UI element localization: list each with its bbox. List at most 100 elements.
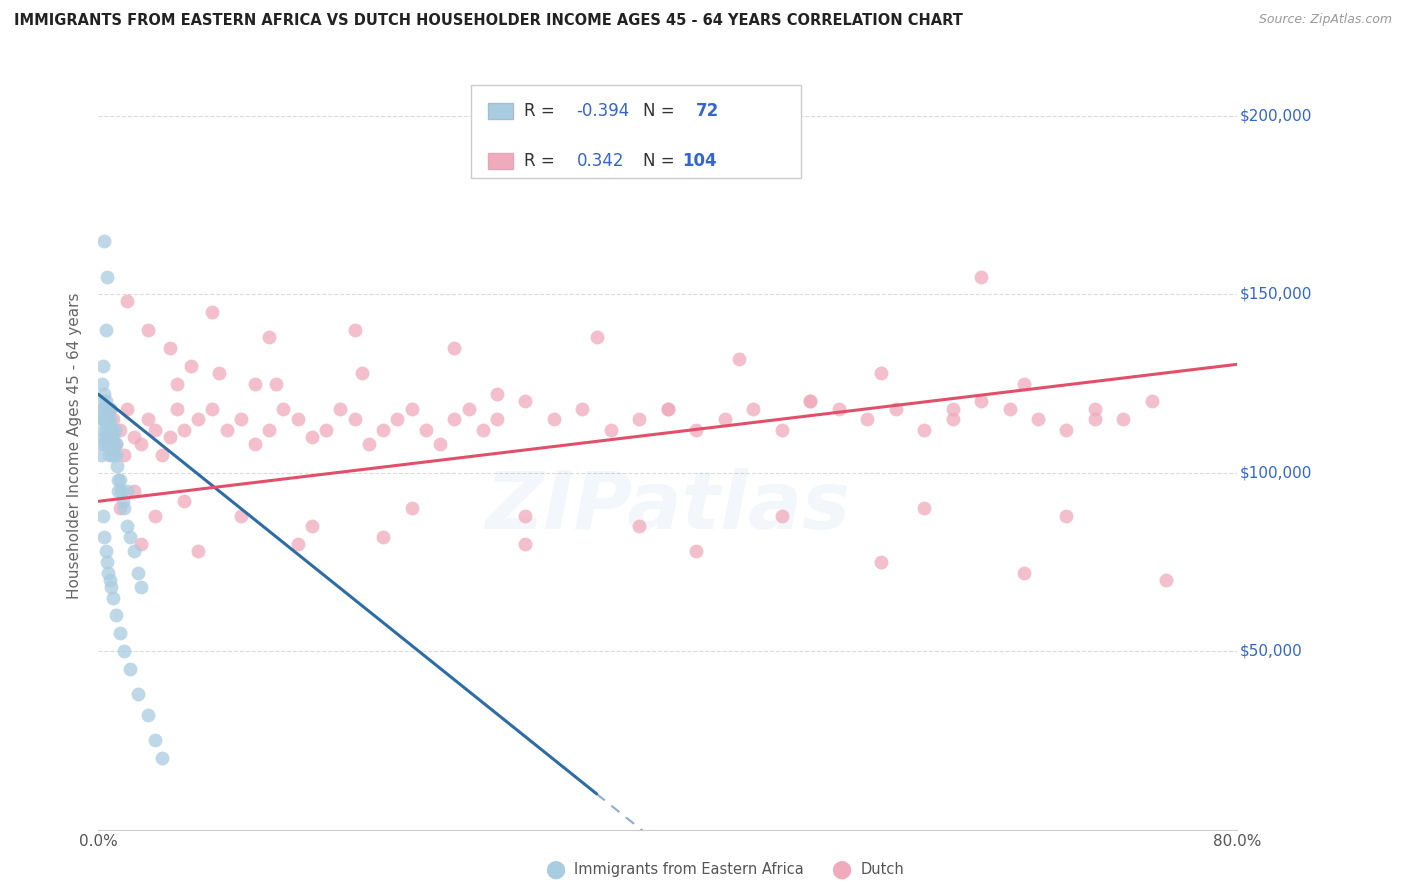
Point [107, 473, 129, 487]
Point [942, 412, 965, 426]
Text: IMMIGRANTS FROM EASTERN AFRICA VS DUTCH HOUSEHOLDER INCOME AGES 45 - 64 YEARS CO: IMMIGRANTS FROM EASTERN AFRICA VS DUTCH … [14, 13, 963, 29]
Text: Dutch: Dutch [860, 863, 904, 877]
Point [912, 423, 935, 437]
Point [97, 423, 120, 437]
Point [97, 423, 120, 437]
Point [90, 448, 112, 462]
Text: N =: N = [643, 102, 673, 120]
Point [94, 412, 117, 426]
Point [998, 401, 1021, 416]
Point [799, 394, 821, 409]
Point [1084, 401, 1107, 416]
Point [94, 437, 117, 451]
Point [571, 401, 593, 416]
Point [173, 423, 195, 437]
Point [101, 437, 124, 451]
Point [152, 751, 174, 765]
Point [91, 423, 114, 437]
Point [100, 430, 122, 444]
Point [515, 508, 537, 523]
Point [129, 437, 152, 451]
Point [94, 323, 117, 337]
Point [101, 591, 124, 605]
Point [1112, 412, 1135, 426]
Point [112, 448, 135, 462]
Point [112, 644, 135, 658]
Text: Immigrants from Eastern Africa: Immigrants from Eastern Africa [574, 863, 803, 877]
Point [93, 359, 115, 373]
Point [91, 437, 114, 451]
Point [259, 330, 281, 344]
Point [110, 483, 132, 498]
Point [401, 401, 423, 416]
Text: ZIPatlas: ZIPatlas [485, 468, 851, 547]
Point [1012, 566, 1035, 580]
Point [111, 494, 134, 508]
Point [585, 330, 607, 344]
Point [343, 412, 366, 426]
Point [371, 423, 394, 437]
Y-axis label: Householder Income Ages 45 - 64 years: Householder Income Ages 45 - 64 years [67, 293, 83, 599]
Point [104, 608, 127, 623]
Point [187, 544, 209, 558]
Point [91, 508, 114, 523]
Point [187, 412, 209, 426]
Point [96, 401, 118, 416]
Point [387, 412, 409, 426]
Point [96, 412, 118, 426]
Point [856, 412, 879, 426]
Point [180, 359, 202, 373]
Point [112, 501, 135, 516]
Point [543, 412, 565, 426]
Point [100, 580, 122, 594]
Point [96, 430, 118, 444]
Point [101, 412, 124, 426]
Point [93, 430, 115, 444]
Point [136, 412, 159, 426]
Point [98, 401, 121, 416]
Text: R =: R = [524, 153, 565, 170]
Point [1056, 423, 1078, 437]
Point [343, 323, 366, 337]
Point [136, 323, 159, 337]
Point [136, 708, 159, 723]
Point [770, 508, 793, 523]
Point [229, 508, 252, 523]
Point [486, 412, 509, 426]
Point [96, 412, 118, 426]
Point [1140, 394, 1163, 409]
Point [1056, 508, 1078, 523]
Point [657, 401, 679, 416]
Point [628, 412, 651, 426]
Point [107, 483, 129, 498]
Point [101, 430, 124, 444]
Point [685, 423, 707, 437]
Point [273, 401, 295, 416]
Point [215, 423, 238, 437]
Point [429, 437, 451, 451]
Point [457, 401, 479, 416]
Point [301, 430, 323, 444]
Point [912, 501, 935, 516]
Point [115, 519, 138, 533]
Point [799, 394, 821, 409]
Point [98, 430, 121, 444]
Point [108, 423, 131, 437]
Point [127, 687, 149, 701]
Point [96, 555, 118, 569]
Point [93, 234, 115, 248]
Point [266, 376, 288, 391]
Point [94, 423, 117, 437]
Point [93, 412, 115, 426]
Point [287, 412, 309, 426]
Point [118, 530, 141, 544]
Point [315, 423, 337, 437]
Point [127, 566, 149, 580]
Point [100, 448, 122, 462]
Point [486, 387, 509, 401]
Point [259, 423, 281, 437]
Point [91, 376, 114, 391]
Point [98, 412, 121, 426]
Point [129, 580, 152, 594]
Point [108, 473, 131, 487]
